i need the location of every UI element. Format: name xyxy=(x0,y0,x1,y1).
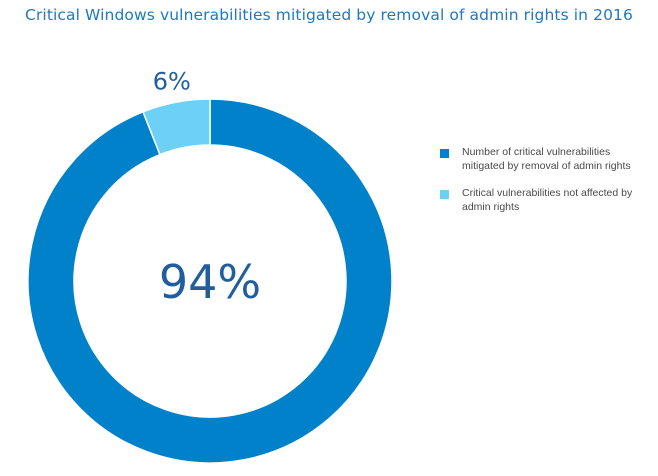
legend-swatch-not-affected xyxy=(440,190,449,199)
slice-mitigated xyxy=(27,98,393,464)
legend-label-not-affected: Critical vulnerabilities not affected by… xyxy=(462,187,633,213)
data-label-not-affected: 6% xyxy=(153,68,191,96)
legend-item-not-affected: Critical vulnerabilities not affected by… xyxy=(440,186,655,214)
chart-title: Critical Windows vulnerabilities mitigat… xyxy=(25,6,633,24)
data-label-mitigated: 94% xyxy=(159,255,261,309)
legend-swatch-mitigated xyxy=(440,149,449,158)
legend: Number of critical vulnerabilities mitig… xyxy=(440,145,655,227)
slice-not-affected xyxy=(142,98,211,156)
legend-label-mitigated: Number of critical vulnerabilities mitig… xyxy=(462,146,631,172)
legend-item-mitigated: Number of critical vulnerabilities mitig… xyxy=(440,145,655,173)
